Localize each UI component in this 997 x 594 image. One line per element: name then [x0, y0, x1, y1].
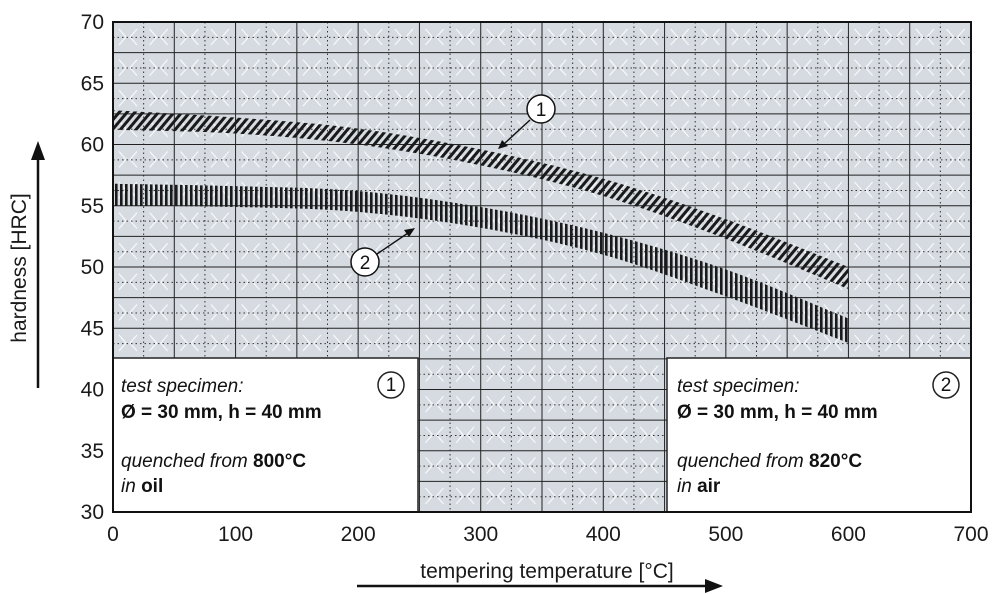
x-axis-label-group: tempering temperature [°C] [357, 560, 723, 593]
x-tick-label: 600 [831, 523, 866, 546]
y-tick-label: 55 [81, 195, 104, 218]
x-tick-labels: 0 100 200 300 400 500 600 700 [107, 523, 988, 546]
callout-1-label: 1 [536, 100, 547, 121]
callout-1: 1 [498, 94, 556, 149]
legend-box-1-number: 1 [386, 375, 397, 396]
x-tick-label: 0 [107, 523, 119, 546]
x-tick-label: 700 [953, 523, 988, 546]
data-bands [113, 110, 849, 343]
callout-1-arrowhead [498, 140, 508, 149]
legend-box-1-line3: quenched from 800°C [121, 451, 306, 472]
legend-box-1: test specimen: Ø = 30 mm, h = 40 mm quen… [112, 357, 419, 513]
callout-2-leader [376, 232, 409, 255]
x-tick-label: 200 [341, 523, 376, 546]
y-tick-label: 70 [81, 11, 104, 34]
callout-2: 2 [350, 228, 415, 277]
y-tick-label: 45 [81, 317, 104, 340]
legend-box-2: test specimen: Ø = 30 mm, h = 40 mm quen… [666, 357, 972, 513]
legend-box-2-number-circle [932, 371, 960, 399]
legend-box-1-line2: Ø = 30 mm, h = 40 mm [121, 402, 322, 423]
plot-frame [112, 21, 972, 513]
y-axis-label: hardness [HRC] [8, 193, 31, 342]
x-tick-label: 100 [218, 523, 253, 546]
y-tick-label: 40 [81, 379, 104, 402]
y-tick-label: 65 [81, 72, 104, 95]
y-tick-label: 30 [81, 501, 104, 524]
legend-box-2-line1: test specimen: [677, 376, 800, 397]
y-tick-label: 35 [81, 440, 104, 463]
callout-2-arrowhead [404, 228, 415, 237]
legend-box-2-line4: in air [677, 476, 721, 497]
legend-box-1-frame [112, 357, 419, 513]
y-tick-label: 50 [81, 256, 104, 279]
legend-box-1-number-circle [377, 371, 405, 399]
y-tick-label: 60 [81, 134, 104, 157]
hardness-band-2 [113, 183, 849, 343]
callout-1-circle [526, 94, 556, 124]
legend-box-1-line4: in oil [121, 476, 163, 497]
legend-box-1-line1: test specimen: [121, 376, 244, 397]
x-tick-label: 500 [708, 523, 743, 546]
y-axis-arrow-head [31, 141, 45, 160]
x-tick-label: 300 [463, 523, 498, 546]
callout-2-label: 2 [360, 253, 371, 274]
callout-1-leader [504, 119, 531, 144]
legend-box-2-line3: quenched from 820°C [677, 451, 862, 472]
x-axis-arrow-head [705, 579, 723, 593]
legend-box-2-number: 2 [941, 375, 952, 396]
callout-2-circle [350, 247, 380, 277]
legend-box-2-line2: Ø = 30 mm, h = 40 mm [677, 402, 878, 423]
y-tick-labels: 30 35 40 45 50 55 60 65 70 [81, 11, 104, 524]
y-axis-label-group: hardness [HRC] [8, 141, 45, 388]
x-tick-label: 400 [586, 523, 621, 546]
hardness-band-1 [113, 110, 849, 290]
x-axis-label: tempering temperature [°C] [420, 560, 674, 583]
